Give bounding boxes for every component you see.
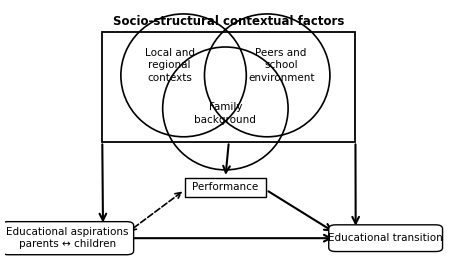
Text: Socio-structural contextual factors: Socio-structural contextual factors <box>113 15 345 28</box>
Text: Local and
regional
contexts: Local and regional contexts <box>145 48 195 83</box>
Bar <box>102 32 356 142</box>
Text: Educational aspirations
parents ↔ children: Educational aspirations parents ↔ childr… <box>6 227 129 249</box>
Text: Educational transition: Educational transition <box>328 233 443 243</box>
Text: Family
background: Family background <box>194 102 256 125</box>
Text: Peers and
school
environment: Peers and school environment <box>248 48 314 83</box>
Text: Performance: Performance <box>192 182 258 192</box>
FancyBboxPatch shape <box>185 178 266 197</box>
FancyBboxPatch shape <box>1 222 134 255</box>
FancyBboxPatch shape <box>329 225 443 251</box>
